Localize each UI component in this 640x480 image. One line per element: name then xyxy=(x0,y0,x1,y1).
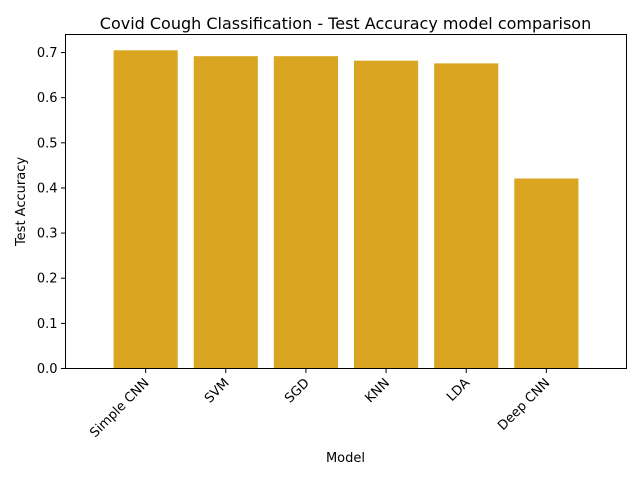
x-tick-label: LDA xyxy=(444,376,473,405)
x-axis-label: Model xyxy=(326,451,365,466)
bar-svm xyxy=(193,56,258,369)
bar-lda xyxy=(434,63,499,369)
y-tick-label: 0.7 xyxy=(37,46,58,61)
y-axis-label: Test Accuracy xyxy=(14,157,29,247)
plot-frame xyxy=(65,34,627,369)
y-tick-label: 0.0 xyxy=(37,362,58,377)
bar-deep-cnn xyxy=(514,178,579,369)
x-tick-label: Simple CNN xyxy=(87,376,152,441)
bar-knn xyxy=(354,60,419,369)
y-tick-label: 0.5 xyxy=(37,136,58,151)
y-tick-label: 0.2 xyxy=(37,272,58,287)
x-tick-label: KNN xyxy=(363,376,393,406)
x-tick-label: SVM xyxy=(202,376,233,407)
bars-group xyxy=(113,50,579,369)
x-tick-label: SGD xyxy=(282,376,313,407)
y-tick-label: 0.3 xyxy=(37,227,58,242)
bar-sgd xyxy=(273,56,338,369)
y-tick-label: 0.6 xyxy=(37,91,58,106)
y-tick-label: 0.4 xyxy=(37,181,58,196)
chart-title: Covid Cough Classification - Test Accura… xyxy=(100,14,591,33)
y-tick-label: 0.1 xyxy=(37,317,58,332)
x-tick-label: Deep CNN xyxy=(495,376,553,434)
y-axis-ticks: 0.0 0.1 0.2 0.3 0.4 0.5 0.6 0.7 xyxy=(37,46,66,377)
bar-simple-cnn xyxy=(113,50,178,369)
x-axis-ticks: Simple CNN SVM SGD KNN LDA Deep CNN xyxy=(87,368,553,441)
